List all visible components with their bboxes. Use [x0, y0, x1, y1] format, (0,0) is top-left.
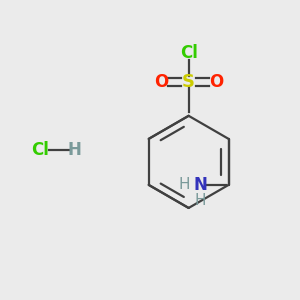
- Text: H: H: [67, 141, 81, 159]
- Text: O: O: [209, 73, 223, 91]
- Text: S: S: [182, 73, 195, 91]
- Text: H: H: [195, 193, 206, 208]
- Text: Cl: Cl: [31, 141, 49, 159]
- Text: O: O: [154, 73, 168, 91]
- Text: H: H: [178, 177, 190, 192]
- Text: Cl: Cl: [180, 44, 198, 62]
- Text: N: N: [194, 176, 207, 194]
